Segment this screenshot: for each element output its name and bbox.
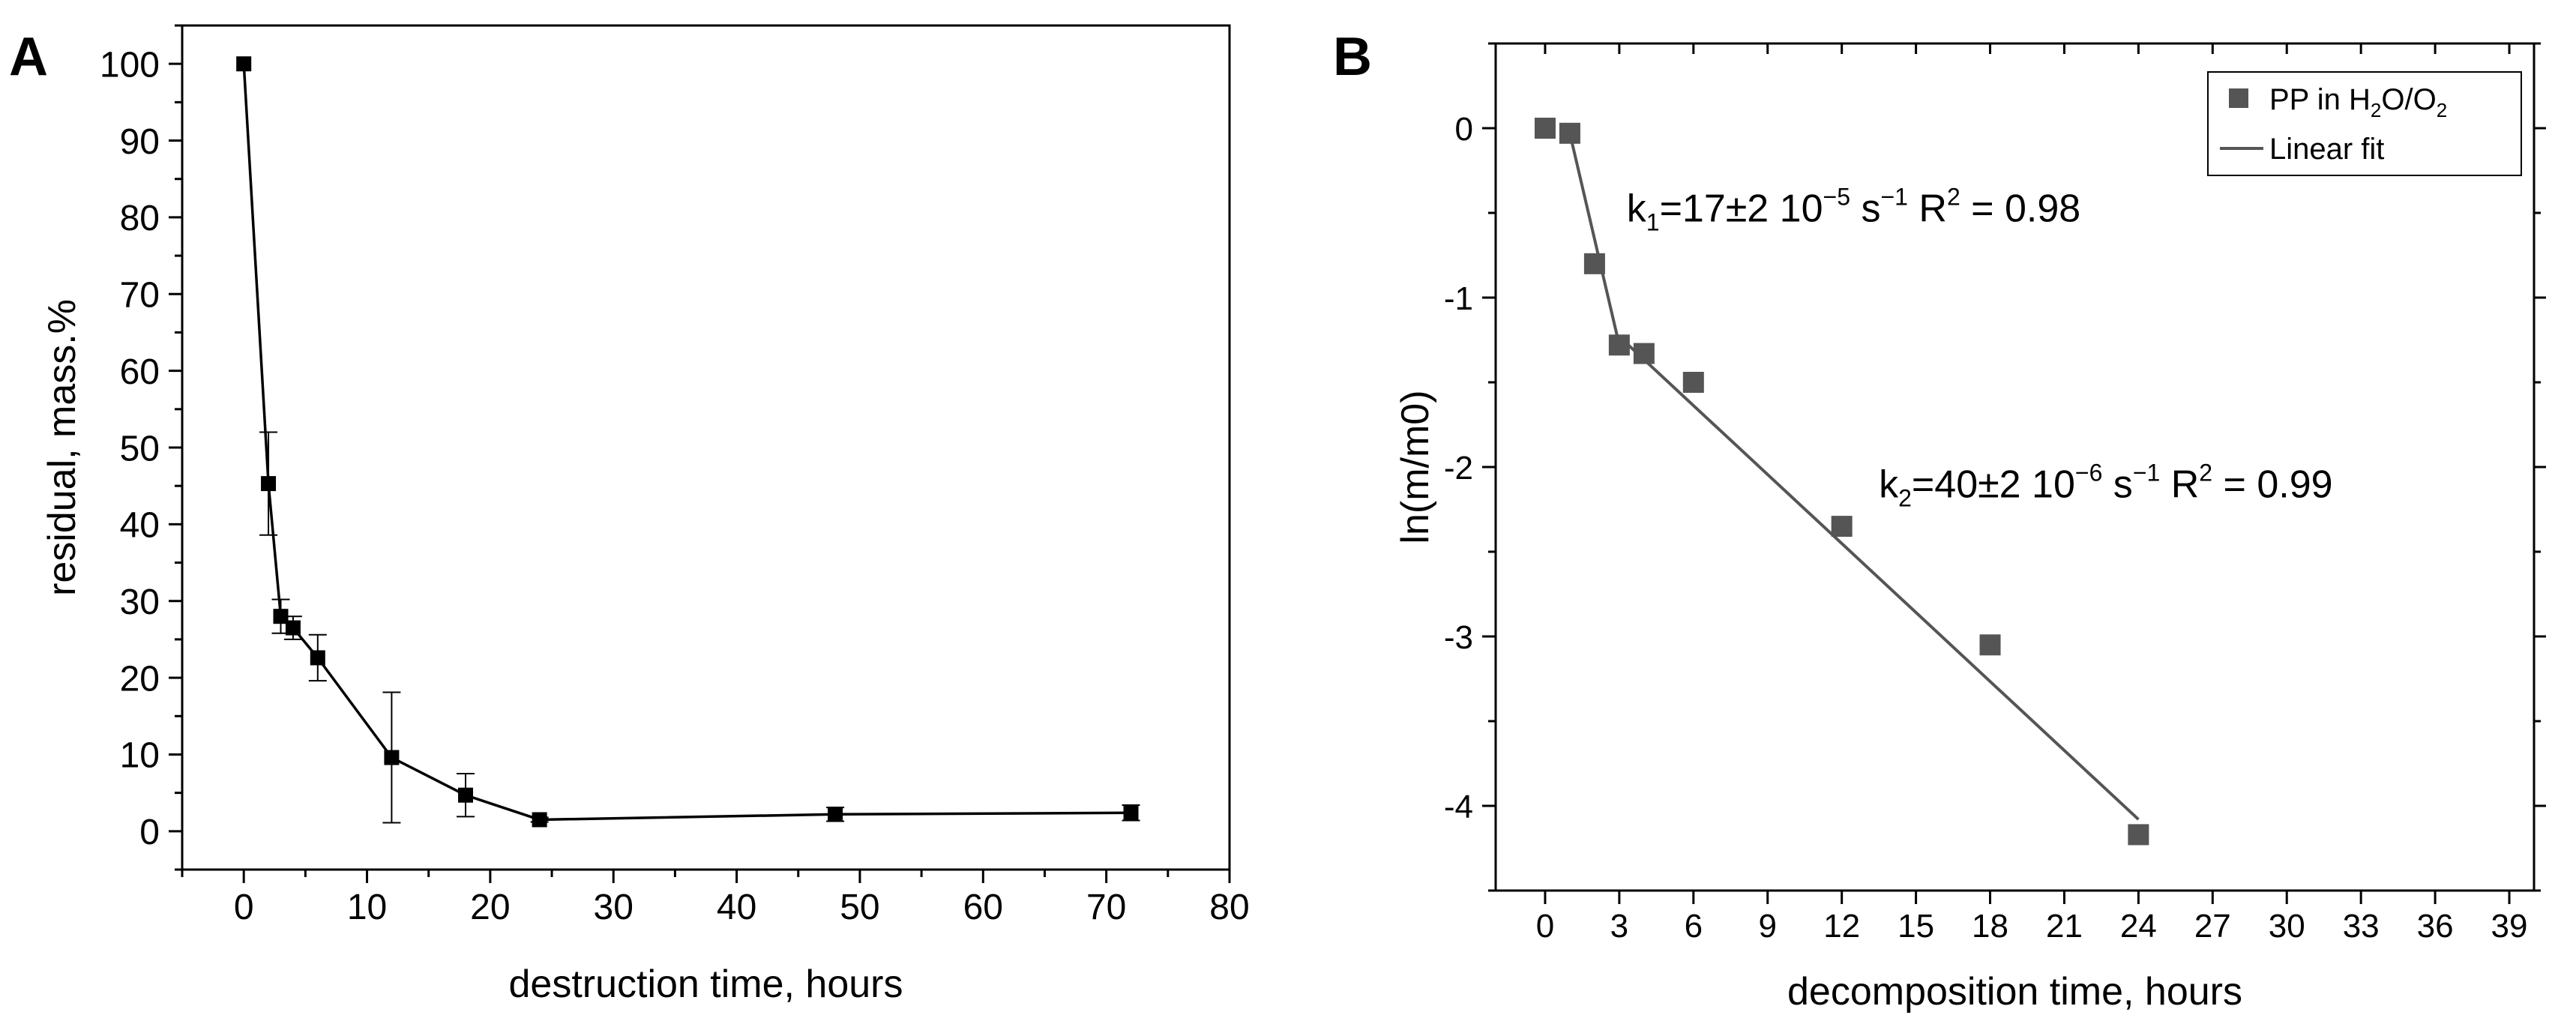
annotation-text: s xyxy=(2102,463,2132,507)
legend-box xyxy=(2207,71,2522,176)
y-tick-label: 70 xyxy=(120,276,160,316)
y-tick-label: 20 xyxy=(120,659,160,699)
annotation-superscript: 2 xyxy=(1947,183,1960,210)
panel-b: B0 3 6 9 12 15 18 21 24 27 30 33 36 390-1-2-3-4decomp… xyxy=(1333,27,2546,1014)
x-tick-label: 50 xyxy=(840,888,879,927)
annotation-superscript: −1 xyxy=(1880,183,1907,210)
x-tick-label: 18 xyxy=(1972,908,2008,945)
rate-constant-k1: k1=17±2 10−5 s−1 R2 = 0.98 xyxy=(1627,183,2080,235)
y-axis-label: ln(m/m0) xyxy=(1394,390,1437,543)
y-tick-label: -2 xyxy=(1444,450,1473,487)
annotation-text: =40±2 10 xyxy=(1912,463,2075,507)
x-tick-label: 6 xyxy=(1685,908,1703,945)
x-tick-label: 40 xyxy=(717,888,756,927)
y-tick-label: -4 xyxy=(1444,789,1473,825)
x-tick-label: 21 xyxy=(2046,908,2083,945)
x-tick-label: 15 xyxy=(1898,908,1934,945)
annotation-text: = 0.98 xyxy=(1960,187,2080,230)
rate-constant-k2: k2=40±2 10−6 s−1 R2 = 0.99 xyxy=(1879,460,2332,512)
annotation-superscript: 2 xyxy=(2199,460,2212,487)
data-point xyxy=(1608,334,1630,356)
legend-subscript: 2 xyxy=(2437,99,2447,121)
y-tick-label: 50 xyxy=(120,429,160,469)
data-point xyxy=(261,476,277,492)
x-tick-label: 12 xyxy=(1823,908,1860,945)
annotation-text: s xyxy=(1850,187,1880,230)
data-point xyxy=(236,56,252,72)
legend-text: PP in H xyxy=(2269,83,2371,116)
y-tick-label: 80 xyxy=(120,199,160,238)
x-tick-label: 30 xyxy=(594,888,634,927)
x-tick-label: 80 xyxy=(1209,888,1249,927)
legend-fit-label: Linear fit xyxy=(2269,133,2384,166)
y-tick-label: 30 xyxy=(120,582,160,622)
y-tick-label: -3 xyxy=(1444,619,1473,656)
data-point xyxy=(1682,372,1704,393)
y-tick-label: 0 xyxy=(139,813,160,852)
y-tick-label: 100 xyxy=(100,45,160,85)
x-tick-label: 9 xyxy=(1758,908,1776,945)
annotation-text: R xyxy=(2160,463,2199,507)
y-tick-label: 90 xyxy=(120,122,160,162)
annotation-superscript: −6 xyxy=(2075,460,2102,487)
panel-label: B xyxy=(1333,27,1372,87)
legend-subscript: 2 xyxy=(2371,99,2381,121)
data-point xyxy=(828,807,843,822)
linear-fit-line xyxy=(1618,335,2140,821)
annotation-text: R xyxy=(1908,187,1947,230)
y-tick-label: 10 xyxy=(120,736,160,776)
annotation-text: = 0.99 xyxy=(2212,463,2332,507)
annotation-text: =17±2 10 xyxy=(1660,187,1823,230)
annotation-superscript: −5 xyxy=(1823,183,1850,210)
data-point xyxy=(1559,122,1580,144)
x-tick-label: 60 xyxy=(963,888,1003,927)
x-tick-label: 3 xyxy=(1610,908,1628,945)
x-tick-label: 30 xyxy=(2269,908,2305,945)
x-tick-label: 70 xyxy=(1086,888,1126,927)
x-tick-label: 27 xyxy=(2194,908,2231,945)
series-line xyxy=(242,64,1131,822)
linear-fit-line xyxy=(1568,133,1621,346)
x-tick-label: 39 xyxy=(2491,908,2528,945)
x-tick-label: 36 xyxy=(2417,908,2454,945)
data-point xyxy=(310,650,325,666)
data-point xyxy=(1633,343,1655,364)
data-point xyxy=(285,620,301,636)
legend-text: O/O xyxy=(2381,83,2436,116)
y-tick-label: 60 xyxy=(120,352,160,392)
y-tick-label: 40 xyxy=(120,506,160,546)
x-tick-label: 10 xyxy=(347,888,387,927)
x-tick-label: 24 xyxy=(2120,908,2157,945)
legend-marker xyxy=(2229,88,2248,108)
data-point xyxy=(458,787,474,803)
y-axis-label: residual, mass.% xyxy=(40,299,84,596)
plot-frame xyxy=(181,24,1231,871)
data-point xyxy=(1979,634,2001,656)
data-point xyxy=(2128,824,2149,846)
y-tick-label: -1 xyxy=(1444,280,1473,317)
x-tick-label: 0 xyxy=(234,888,254,927)
x-tick-label: 20 xyxy=(470,888,510,927)
data-point xyxy=(1123,805,1139,821)
annotation-text: k xyxy=(1627,187,1647,230)
panel-label: A xyxy=(9,27,48,87)
y-tick-label: 0 xyxy=(1455,111,1473,148)
annotation-subscript: 2 xyxy=(1898,485,1912,512)
annotation-superscript: −1 xyxy=(2133,460,2160,487)
data-point xyxy=(1831,516,1853,537)
data-point xyxy=(273,609,289,624)
panel-a: A 0 10 20 30 40 50 60 70 80 0 10 20 30 40 50 60 70 80 90 100… xyxy=(9,24,1250,1006)
x-tick-label: 0 xyxy=(1536,908,1554,945)
x-tick-label: 33 xyxy=(2343,908,2380,945)
data-point xyxy=(532,812,547,828)
x-axis-label: destruction time, hours xyxy=(508,963,903,1006)
annotation-text: k xyxy=(1879,463,1899,507)
data-point xyxy=(384,750,400,765)
data-point xyxy=(1583,253,1605,274)
legend-entry-label: PP in H2O/O2 xyxy=(2269,83,2447,121)
data-point xyxy=(1534,118,1556,139)
annotation-subscript: 1 xyxy=(1646,208,1660,235)
x-axis-label: decomposition time, hours xyxy=(1787,970,2242,1014)
